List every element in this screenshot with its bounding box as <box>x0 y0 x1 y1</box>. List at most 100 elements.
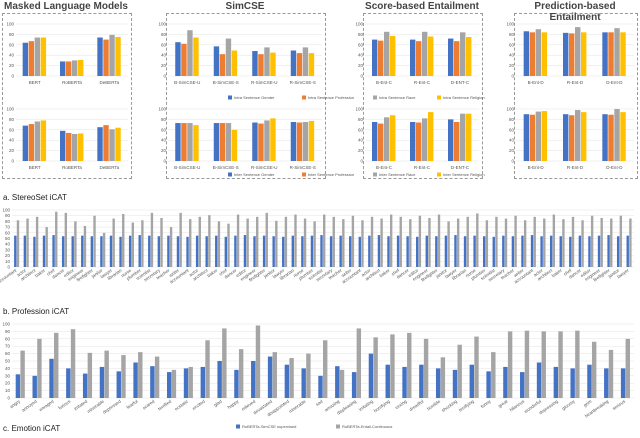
y-tick-label: 30 <box>5 373 11 378</box>
bar-roberta-simcse-supervised <box>536 362 542 398</box>
bar-intra-sentence-gender <box>97 37 103 76</box>
x-category-label: writer <box>513 267 525 278</box>
bar-roberta-entail-continuous <box>238 349 244 398</box>
bar-intra-sentence-religion <box>541 32 548 76</box>
y-tick-label: 40 <box>509 53 515 58</box>
bar-inter-sentence-gender <box>22 125 29 161</box>
bar-roberta-entail-continuous <box>256 216 259 267</box>
bar-roberta-entail-continuous <box>121 355 126 398</box>
x-category-label: terrifying <box>458 398 475 412</box>
y-tick-label: 80 <box>358 117 364 122</box>
y-tick-label: 100 <box>506 107 514 112</box>
bar-roberta-simcse-supervised <box>368 235 371 267</box>
bar-inter-sentence-profession <box>28 124 35 161</box>
bar-roberta-simcse-supervised <box>425 235 428 267</box>
bar-roberta-entail-continuous <box>541 331 546 398</box>
bar-roberta-entail-continuous <box>562 219 565 267</box>
x-category-label: R-SimCSE-U <box>251 80 278 85</box>
y-tick-label: 20 <box>161 148 167 153</box>
y-tick-label: 20 <box>5 253 11 258</box>
bar-intra-sentence-gender <box>252 51 258 76</box>
y-tick-label: 20 <box>358 63 364 68</box>
bar-inter-sentence-gender <box>175 123 181 161</box>
x-category-label: depressed <box>102 398 122 414</box>
y-tick-label: 80 <box>161 117 167 122</box>
y-tick-label: 20 <box>9 63 15 68</box>
simcse-group-box <box>166 13 326 179</box>
bar-intra-sentence-profession <box>454 41 460 76</box>
bar-roberta-entail-continuous <box>102 232 106 267</box>
x-category-label: actor <box>533 267 544 277</box>
legend-label: Intra Sentence Profession <box>308 95 354 100</box>
bar-inter-sentence-profession <box>529 114 536 161</box>
group-title-prediction-entailment: Prediction-based Entailment <box>534 1 616 23</box>
bar-roberta-simcse-supervised <box>217 361 222 398</box>
bar-roberta-entail-continuous <box>361 220 364 267</box>
bar-roberta-simcse-supervised <box>195 235 199 267</box>
x-category-label: sad <box>315 398 324 407</box>
x-category-label: baker <box>378 267 390 278</box>
bar-inter-sentence-profession <box>569 115 575 161</box>
x-category-label: R-Ent-C <box>414 165 431 170</box>
bar-roberta-entail-continuous <box>35 216 39 267</box>
bar-roberta-simcse-supervised <box>570 368 575 398</box>
bar-roberta-simcse-supervised <box>310 235 314 267</box>
bar-roberta-entail-continuous <box>440 357 446 398</box>
x-category-label: D-Ent-D <box>606 80 623 85</box>
bar-roberta-simcse-supervised <box>32 375 37 398</box>
y-tick-label: 60 <box>5 351 11 356</box>
bar-intra-sentence-race <box>302 47 309 76</box>
bar-roberta-entail-continuous <box>87 352 93 398</box>
bar-roberta-entail-continuous <box>575 330 580 398</box>
y-tick-label: 100 <box>2 208 10 213</box>
bar-roberta-entail-continuous <box>208 215 211 267</box>
bar-roberta-simcse-supervised <box>358 236 361 267</box>
y-tick-label: 0 <box>360 74 363 79</box>
bar-roberta-simcse-supervised <box>368 353 374 398</box>
legend-swatch <box>228 95 232 100</box>
bar-intra-sentence-race <box>187 30 193 77</box>
x-category-label: scared <box>142 398 156 410</box>
bar-roberta-simcse-supervised <box>502 235 505 267</box>
bar-roberta-simcse-supervised <box>52 235 55 267</box>
bar-inter-sentence-gender <box>252 122 258 161</box>
x-category-label: baker <box>206 267 218 278</box>
bar-roberta-simcse-supervised <box>385 364 390 398</box>
bar-intra-sentence-race <box>109 34 115 76</box>
bar-roberta-simcse-supervised <box>473 235 476 267</box>
x-category-label: fearful <box>126 399 139 410</box>
bar-intra-sentence-race <box>460 32 466 76</box>
y-tick-label: 0 <box>11 74 14 79</box>
bar-roberta-entail-continuous <box>629 218 632 267</box>
y-tick-label: 10 <box>5 388 11 393</box>
bar-intra-sentence-religion <box>231 50 238 76</box>
bar-inter-sentence-gender <box>602 114 608 161</box>
bar-roberta-entail-continuous <box>591 341 597 398</box>
y-tick-label: 80 <box>5 336 11 341</box>
caption-emotion: c. Emotion iCAT <box>3 424 61 433</box>
bar-roberta-entail-continuous <box>236 214 240 267</box>
y-tick-label: 40 <box>509 138 515 143</box>
bar-roberta-simcse-supervised <box>61 236 65 267</box>
y-tick-label: 60 <box>161 42 167 47</box>
bar-roberta-simcse-supervised <box>604 368 609 398</box>
bar-roberta-entail-continuous <box>272 352 277 398</box>
bar-roberta-simcse-supervised <box>416 236 419 267</box>
bar-roberta-simcse-supervised <box>540 236 543 267</box>
bar-roberta-entail-continuous <box>356 328 362 398</box>
bar-roberta-simcse-supervised <box>262 235 266 267</box>
y-tick-label: 80 <box>9 32 15 37</box>
y-tick-label: 100 <box>355 107 363 112</box>
bar-inter-sentence-religion <box>428 112 434 161</box>
bar-roberta-simcse-supervised <box>530 235 534 267</box>
bar-roberta-entail-continuous <box>74 221 77 267</box>
bar-roberta-entail-continuous <box>373 337 378 398</box>
score-entailment-group-box <box>363 13 483 179</box>
bar-inter-sentence-race <box>422 118 428 161</box>
bar-roberta-entail-continuous <box>275 220 278 267</box>
bar-roberta-simcse-supervised <box>482 236 486 267</box>
bar-roberta-simcse-supervised <box>616 236 620 267</box>
x-category-label: irritating <box>358 398 374 412</box>
legend-label: Inter Sentence Religion <box>443 172 485 177</box>
bar-roberta-simcse-supervised <box>444 235 448 267</box>
